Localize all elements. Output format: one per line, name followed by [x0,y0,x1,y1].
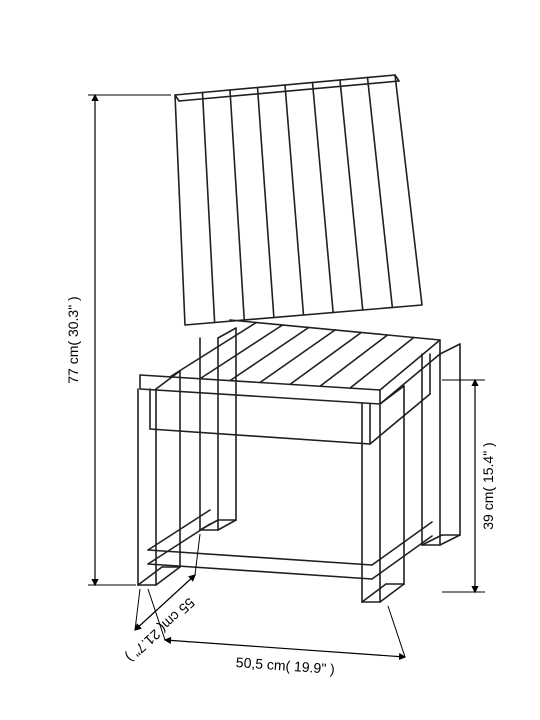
dim-height-left: 77 cm( 30.3" ) [65,296,81,383]
dim-depth: 55 cm( 21.7" ) [123,595,198,666]
dim-width: 50,5 cm( 19.9" ) [235,654,335,677]
dim-height-right: 39 cm( 15.4" ) [480,442,496,529]
